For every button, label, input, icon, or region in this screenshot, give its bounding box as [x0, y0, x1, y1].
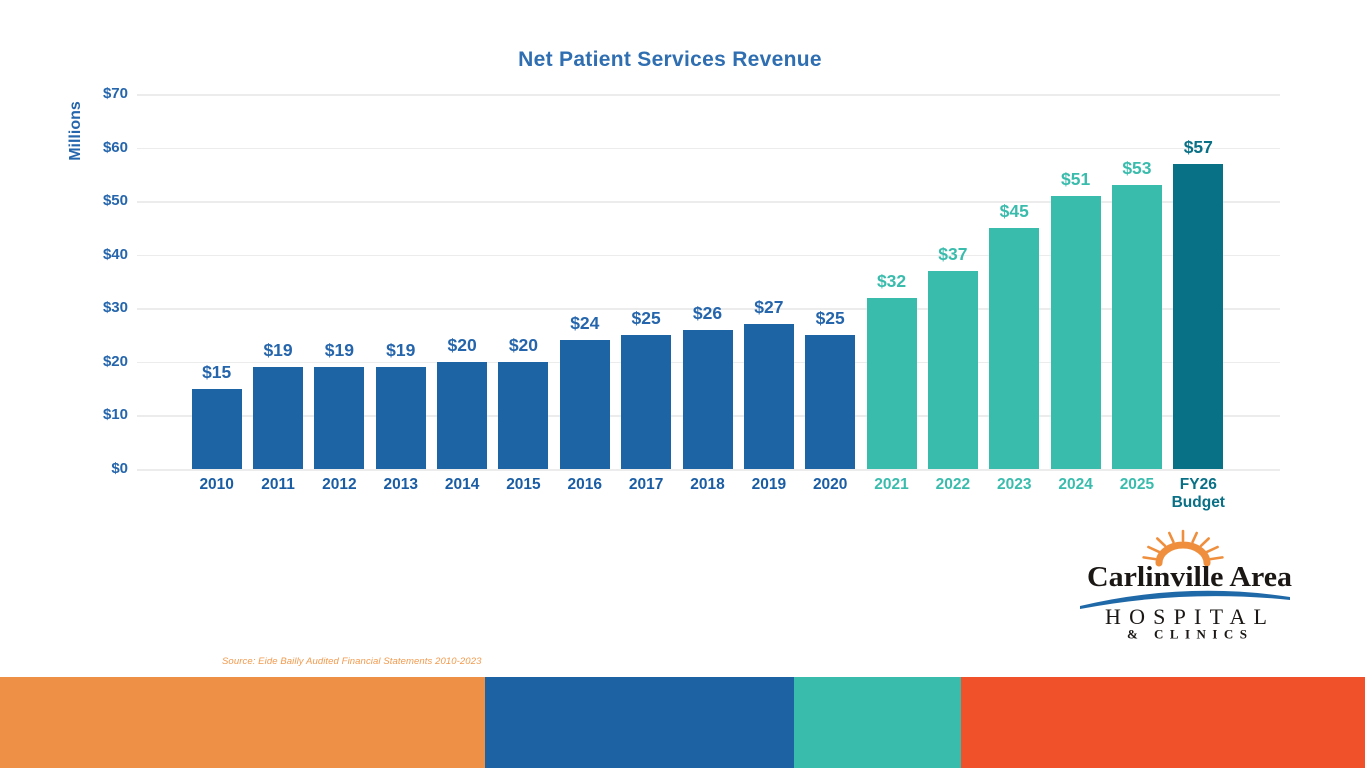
logo-name-text: Carlinville Area	[1087, 562, 1292, 593]
bar-2011	[253, 367, 304, 469]
bar-value-label: $57	[1183, 136, 1213, 157]
chart-title: Net Patient Services Revenue	[518, 48, 822, 71]
bar-2015	[498, 361, 549, 469]
gridline-$30	[137, 308, 1280, 310]
y-tick-label: $30	[102, 299, 128, 317]
bar-2016	[559, 340, 610, 469]
bar-value-label: $25	[631, 308, 661, 329]
x-axis-label: 2019	[751, 476, 787, 493]
sun-icon	[1142, 529, 1224, 567]
bar-FY26-Budget	[1173, 163, 1224, 469]
y-tick-label: $20	[102, 352, 128, 370]
x-axis-label: 2020	[812, 476, 848, 493]
bar-2014	[437, 361, 488, 469]
bar-value-label: $20	[447, 334, 477, 355]
bar-2023	[989, 227, 1040, 469]
x-axis-label: 2023	[997, 476, 1032, 493]
bar-2022	[927, 270, 978, 469]
gridline-$0	[137, 469, 1280, 471]
y-tick-label: $50	[102, 192, 128, 210]
bar-value-label: $32	[876, 270, 907, 291]
band-segment-teal	[794, 677, 961, 768]
x-axis-label: 2024	[1058, 476, 1093, 493]
band-segment-orange	[0, 677, 485, 768]
bar-value-label: $26	[692, 302, 723, 323]
x-axis-label: 2015	[506, 476, 541, 493]
bar-value-label: $51	[1060, 168, 1091, 189]
bar-2019	[743, 324, 794, 469]
gridline-$50	[137, 201, 1280, 203]
x-axis-label: 2018	[690, 476, 725, 493]
bar-2010	[191, 388, 242, 469]
x-axis-label: 2017	[628, 476, 664, 493]
bar-2025	[1111, 185, 1162, 469]
y-tick-label: $60	[102, 138, 128, 156]
bar-value-label: $15	[202, 361, 232, 382]
bar-2020	[805, 335, 856, 469]
bar-2012	[314, 367, 365, 469]
gridline-$70	[137, 94, 1280, 96]
bar-2013	[375, 367, 426, 469]
bar-value-label: $37	[938, 243, 968, 264]
logo-clinics-text: & CLINICS	[1127, 627, 1250, 642]
bar-2021	[866, 297, 917, 469]
logo-hospital-text: HOSPITAL	[1105, 604, 1272, 629]
hospital-logo-graphic: Carlinville Area HOSPITAL & CLINICS	[1080, 529, 1292, 642]
bar-value-label: $25	[815, 308, 845, 329]
x-axis-label: 2016	[567, 476, 603, 493]
x-axis-label: 2025	[1119, 476, 1155, 493]
bar-value-label: $27	[754, 297, 784, 318]
bar-2017	[621, 335, 672, 469]
x-axis-label: 2013	[383, 476, 418, 493]
gridline-$40	[137, 254, 1280, 257]
bar-2024	[1050, 195, 1101, 469]
footer-color-band	[0, 677, 1365, 768]
x-axis-label: 2010	[199, 476, 234, 493]
y-tick-label: $0	[111, 460, 128, 477]
band-segment-red-orange	[960, 677, 1365, 768]
bar-value-label: $53	[1122, 158, 1152, 179]
gridline-$60	[137, 147, 1280, 150]
bar-2018	[682, 329, 733, 469]
hospital-logo: Carlinville Area HOSPITAL & CLINICS	[1078, 527, 1292, 645]
x-axis-label: 2022	[935, 476, 971, 493]
y-tick-label: $40	[102, 245, 128, 263]
y-tick-label: $10	[102, 406, 128, 424]
x-axis-label: 2012	[322, 476, 357, 493]
source-note: Source: Eide Bailly Audited Financial St…	[222, 656, 482, 667]
x-axis-label: FY26 Budget	[1171, 476, 1225, 511]
bar-value-label: $24	[570, 313, 600, 334]
bar-value-label: $20	[508, 334, 539, 355]
band-segment-blue	[484, 677, 795, 768]
logo-swoosh	[1080, 590, 1290, 609]
y-tick-label: $70	[102, 85, 128, 102]
bar-value-label: $19	[324, 340, 354, 361]
bar-value-label: $45	[999, 200, 1029, 221]
bar-value-label: $19	[386, 340, 416, 361]
x-axis-label: 2014	[444, 476, 480, 493]
x-axis-label: 2011	[261, 476, 295, 493]
x-axis-label: 2021	[874, 476, 909, 493]
bar-value-label: $19	[263, 340, 293, 361]
